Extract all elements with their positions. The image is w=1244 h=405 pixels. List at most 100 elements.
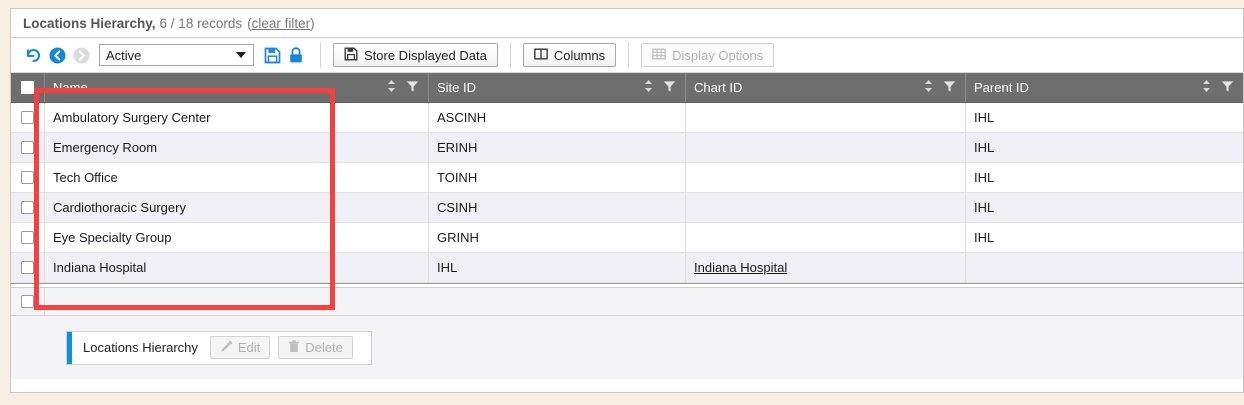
chart-id-link[interactable]: Indiana Hospital [694, 260, 788, 275]
columns-layout-icon [534, 47, 548, 64]
footer-entity-label: Locations Hierarchy [83, 340, 198, 355]
column-header-chart-id[interactable]: Chart ID [686, 73, 966, 102]
delete-label: Delete [305, 340, 343, 355]
cell-chart-id [686, 163, 966, 192]
paren-open: ( [247, 15, 252, 31]
cell-parent-id: IHL [974, 230, 995, 245]
page-title: Locations Hierarchy, [23, 15, 156, 31]
columns-label: Columns [553, 47, 606, 63]
row-select-cell[interactable] [11, 133, 45, 162]
cell-site-id: ERINH [429, 133, 686, 162]
column-header-chart-id-label: Chart ID [694, 80, 743, 95]
cell-name: Indiana Hospital [45, 253, 429, 282]
select-all-cell[interactable] [11, 73, 45, 102]
grid-toolbar: Active Sto [11, 38, 1243, 73]
footer-action-panel: Locations Hierarchy Edit [66, 330, 372, 365]
next-arrow-icon [69, 43, 93, 67]
cell-site-id: CSINH [429, 193, 686, 222]
cell-parent-id: IHL [974, 140, 995, 155]
filter-icon[interactable] [1221, 80, 1234, 96]
cell-site-id: TOINH [429, 163, 686, 192]
filter-icon[interactable] [406, 80, 419, 96]
chevron-down-icon [236, 52, 246, 58]
sort-icon[interactable] [643, 79, 654, 96]
cell-parent-id: IHL [974, 200, 995, 215]
records-grid-window: Locations Hierarchy, 6 / 18 records (cle… [10, 8, 1244, 393]
new-record-checkbox[interactable] [21, 295, 34, 308]
edit-button: Edit [209, 336, 271, 359]
status-filter-select[interactable]: Active [99, 44, 254, 66]
panel-title-bar: Locations Hierarchy, 6 / 18 records (cle… [11, 9, 1243, 38]
row-select-cell[interactable] [11, 253, 45, 282]
cell-parent-id: IHL [974, 170, 995, 185]
refresh-icon[interactable] [21, 43, 45, 67]
new-record-select-cell[interactable] [11, 288, 45, 315]
cell-parent-id: IHL [974, 110, 995, 125]
delete-button: Delete [278, 336, 353, 359]
cell-name: Ambulatory Surgery Center [45, 103, 429, 132]
column-header-name[interactable]: Name [45, 73, 429, 102]
display-options-button: Display Options [641, 43, 775, 67]
table-row[interactable]: Cardiothoracic Surgery CSINH IHL [11, 193, 1243, 223]
records-grid: Name Site ID [11, 73, 1243, 316]
previous-arrow-icon[interactable] [45, 43, 69, 67]
row-select-cell[interactable] [11, 103, 45, 132]
cell-chart-id [686, 223, 966, 252]
row-checkbox[interactable] [21, 171, 34, 184]
save-floppy-icon[interactable] [260, 43, 284, 67]
row-select-cell[interactable] [11, 223, 45, 252]
cell-chart-id [686, 103, 966, 132]
column-header-parent-id[interactable]: Parent ID [966, 73, 1243, 102]
row-checkbox[interactable] [21, 201, 34, 214]
column-header-name-label: Name [53, 80, 88, 95]
columns-button[interactable]: Columns [522, 43, 617, 67]
filter-icon[interactable] [943, 80, 956, 96]
cell-chart-id [686, 193, 966, 222]
table-row[interactable]: Indiana Hospital IHL Indiana Hospital [11, 253, 1243, 283]
toolbar-divider-2 [509, 42, 511, 68]
status-filter-value: Active [106, 47, 142, 63]
column-header-site-id[interactable]: Site ID [429, 73, 686, 102]
toolbar-divider-1 [320, 42, 321, 68]
cell-site-id: GRINH [429, 223, 686, 252]
select-all-checkbox[interactable] [21, 81, 34, 94]
cell-name: Cardiothoracic Surgery [45, 193, 429, 222]
lock-icon[interactable] [284, 43, 308, 67]
row-checkbox[interactable] [21, 261, 34, 274]
table-row[interactable]: Ambulatory Surgery Center ASCINH IHL [11, 103, 1243, 133]
sort-icon[interactable] [923, 79, 934, 96]
row-checkbox[interactable] [21, 141, 34, 154]
record-count: 6 / 18 records [159, 15, 243, 31]
trash-icon [288, 339, 300, 356]
sort-icon[interactable] [386, 79, 397, 96]
sort-icon[interactable] [1201, 79, 1212, 96]
grid-bottom-border [11, 283, 1243, 288]
toolbar-divider-3 [628, 42, 630, 68]
table-row[interactable]: Emergency Room ERINH IHL [11, 133, 1243, 163]
cell-site-id: IHL [429, 253, 686, 282]
pencil-icon [220, 340, 233, 356]
cell-site-id: ASCINH [429, 103, 686, 132]
new-record-row[interactable] [11, 288, 1243, 316]
store-displayed-data-button[interactable]: Store Displayed Data [333, 43, 498, 67]
cell-chart-id: Indiana Hospital [686, 253, 966, 282]
row-select-cell[interactable] [11, 163, 45, 192]
grid-table-icon [652, 47, 666, 64]
filter-icon[interactable] [663, 80, 676, 96]
grid-header-row: Name Site ID [11, 73, 1243, 103]
table-row[interactable]: Tech Office TOINH IHL [11, 163, 1243, 193]
clear-filter-link[interactable]: clear filter [251, 15, 311, 31]
cell-chart-id [686, 133, 966, 162]
paren-close: ) [310, 15, 315, 31]
save-floppy-icon [344, 47, 358, 64]
row-checkbox[interactable] [21, 231, 34, 244]
footer-accent-bar [67, 331, 72, 364]
edit-label: Edit [237, 340, 261, 355]
store-displayed-data-label: Store Displayed Data [364, 47, 487, 63]
cell-name: Eye Specialty Group [45, 223, 429, 252]
column-header-site-id-label: Site ID [437, 80, 477, 95]
row-checkbox[interactable] [21, 111, 34, 124]
cell-parent-id [966, 253, 1243, 282]
row-select-cell[interactable] [11, 193, 45, 222]
table-row[interactable]: Eye Specialty Group GRINH IHL [11, 223, 1243, 253]
